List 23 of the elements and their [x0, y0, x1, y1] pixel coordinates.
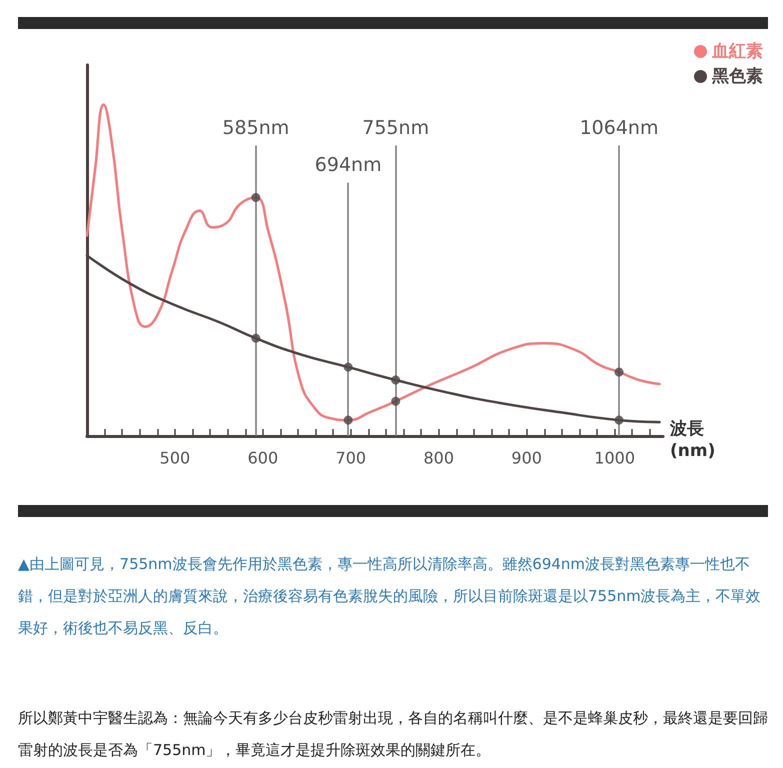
point [391, 376, 400, 385]
point [251, 193, 260, 202]
ref-line-label: 694nm [314, 154, 382, 176]
ref-line-label: 755nm [362, 116, 430, 139]
x-tick-label: 500 [160, 448, 190, 468]
legend-label: 血紅素 [711, 42, 763, 62]
point [391, 396, 400, 406]
legend-label: 黑色素 [711, 66, 763, 86]
text: ▲由上圖可見，755nm波長會先作用於黑色素，專一性高所以清除率高。雖然694nm波長對黑色素專一性也不錯，但是對於亞洲人的膚質來說，治療後容易有色素脫失的風險，所以目前除斑還是以755nm波長為主，不單效果好，術後也不易反黑、反白。 [18, 554, 762, 639]
x-tick-label: 800 [423, 448, 454, 468]
x-tick-label: 600 [248, 448, 278, 468]
ref-line-label: 1064nm [580, 116, 658, 139]
point [614, 416, 624, 425]
point [251, 334, 260, 343]
x-tick-label: 700 [336, 448, 366, 468]
point [344, 416, 353, 425]
point [614, 368, 624, 377]
x-axis-title: 波長 (nm) [669, 419, 716, 461]
x-tick-label: 900 [511, 448, 542, 468]
text: 所以鄭黃中宇醫生認為：無論今天有多少台皮秒雷射出現，各自的名稱叫什麼、是不是蜂巢皮秒，最終還是要回歸雷射的波長是否為「755nm」，畢竟這才是提升除斑效果的關鍵所在。 [18, 708, 768, 761]
x-tick-label: 1000 [594, 448, 635, 468]
ref-line-label: 585nm [222, 116, 290, 139]
point [344, 362, 353, 372]
